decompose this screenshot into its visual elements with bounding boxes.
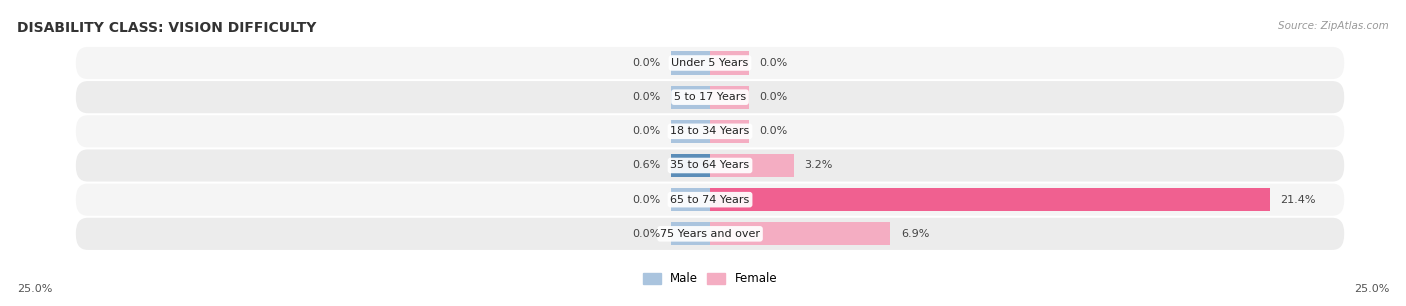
FancyBboxPatch shape	[76, 115, 1344, 147]
Bar	[710, 222, 890, 245]
Text: 65 to 74 Years: 65 to 74 Years	[671, 195, 749, 205]
Bar	[710, 188, 1270, 211]
Text: 18 to 34 Years: 18 to 34 Years	[671, 126, 749, 136]
Text: 6.9%: 6.9%	[901, 229, 929, 239]
Text: 25.0%: 25.0%	[1354, 284, 1389, 294]
Text: DISABILITY CLASS: VISION DIFFICULTY: DISABILITY CLASS: VISION DIFFICULTY	[17, 21, 316, 35]
FancyBboxPatch shape	[76, 149, 1344, 181]
Text: 35 to 64 Years: 35 to 64 Years	[671, 160, 749, 170]
Text: 0.0%: 0.0%	[759, 58, 787, 68]
Text: 0.0%: 0.0%	[759, 92, 787, 102]
Text: 25.0%: 25.0%	[17, 284, 52, 294]
Text: 5 to 17 Years: 5 to 17 Years	[673, 92, 747, 102]
Text: 3.2%: 3.2%	[804, 160, 832, 170]
Text: 0.0%: 0.0%	[633, 58, 661, 68]
Bar	[671, 154, 710, 177]
FancyBboxPatch shape	[76, 81, 1344, 113]
Bar	[710, 154, 794, 177]
Text: 75 Years and over: 75 Years and over	[659, 229, 761, 239]
Bar	[671, 120, 710, 143]
Text: 0.0%: 0.0%	[633, 229, 661, 239]
Text: 0.0%: 0.0%	[633, 92, 661, 102]
FancyBboxPatch shape	[76, 184, 1344, 216]
FancyBboxPatch shape	[76, 218, 1344, 250]
Text: 0.0%: 0.0%	[633, 195, 661, 205]
Bar	[671, 51, 710, 75]
Bar	[671, 222, 710, 245]
Text: Source: ZipAtlas.com: Source: ZipAtlas.com	[1278, 21, 1389, 32]
Text: 0.0%: 0.0%	[633, 126, 661, 136]
Bar	[671, 86, 710, 109]
Text: 0.6%: 0.6%	[633, 160, 661, 170]
Text: 21.4%: 21.4%	[1279, 195, 1316, 205]
Text: 0.0%: 0.0%	[759, 126, 787, 136]
Text: Under 5 Years: Under 5 Years	[672, 58, 748, 68]
Legend: Male, Female: Male, Female	[638, 268, 782, 290]
Bar	[710, 86, 749, 109]
Bar	[710, 120, 749, 143]
Bar	[710, 51, 749, 75]
FancyBboxPatch shape	[76, 47, 1344, 79]
Bar	[671, 188, 710, 211]
